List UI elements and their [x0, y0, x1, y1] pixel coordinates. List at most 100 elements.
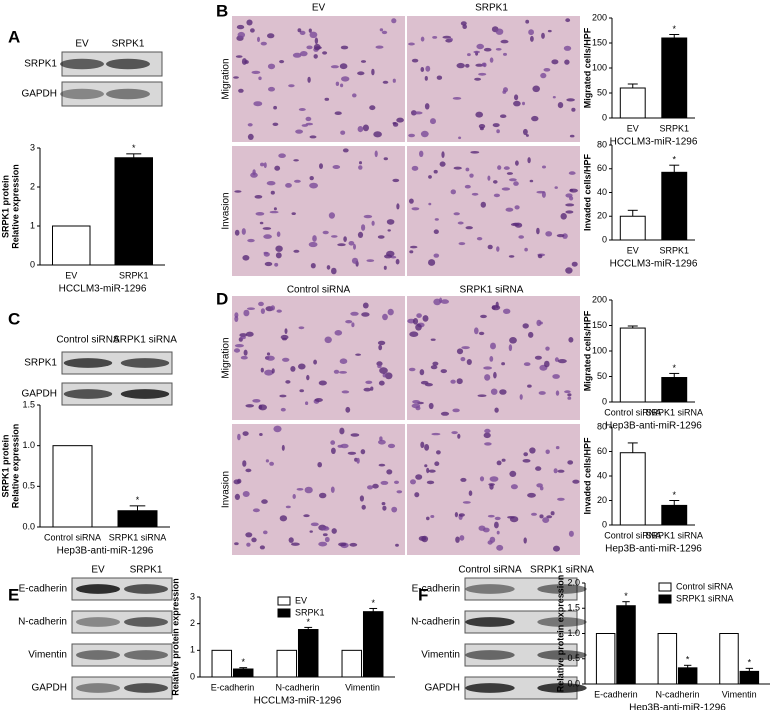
cell [347, 451, 357, 455]
cell [483, 432, 491, 439]
cell [361, 312, 370, 317]
cell [310, 263, 316, 269]
blot-band [124, 584, 168, 594]
cell [543, 68, 551, 72]
cell [264, 261, 273, 267]
x-tick-label: SRPK1 siRNA [109, 532, 167, 542]
cell [377, 235, 385, 239]
cell [288, 84, 295, 88]
x-tick-label: E-cadherin [594, 689, 638, 699]
cell [255, 212, 265, 216]
cell [242, 254, 250, 261]
cell [489, 57, 494, 63]
image-header: Control siRNA [287, 285, 351, 296]
cell [269, 461, 274, 466]
cell [378, 380, 385, 386]
cell [571, 107, 576, 112]
image-header: EV [312, 3, 326, 14]
cell [411, 58, 419, 63]
cell [260, 308, 265, 314]
cell [247, 133, 254, 140]
cell [534, 355, 542, 360]
cell [298, 108, 306, 111]
cell [345, 406, 351, 413]
cell [236, 24, 245, 30]
x-axis-label: Hep3B-anti-miR-1296 [57, 546, 154, 557]
cell [567, 460, 574, 465]
cell [565, 18, 571, 23]
cell [386, 250, 395, 257]
blot-label: GAPDH [21, 389, 57, 400]
cell [237, 433, 241, 441]
cell [424, 103, 430, 110]
cell [363, 214, 373, 219]
cell [474, 327, 479, 335]
x-tick-label: SRPK1 [659, 245, 689, 255]
y-tick-label: 0 [602, 396, 607, 406]
cell [456, 348, 464, 355]
cell [505, 207, 514, 212]
cell [254, 195, 263, 199]
cell [412, 400, 420, 404]
cell [252, 399, 261, 403]
cell [426, 467, 430, 474]
cell [279, 394, 287, 398]
cell [258, 301, 264, 307]
cell [450, 189, 456, 195]
cell [497, 165, 502, 170]
cell [522, 459, 531, 463]
y-tick-label: 3 [190, 591, 195, 601]
cell [363, 387, 372, 392]
cell [234, 493, 240, 500]
cell [304, 486, 313, 494]
bar [619, 215, 646, 241]
y-tick-label: 40 [597, 187, 607, 197]
cell [461, 346, 470, 350]
cell [523, 128, 528, 136]
cell [489, 476, 499, 482]
cell [483, 47, 492, 52]
cell [529, 179, 534, 183]
cell [390, 255, 397, 259]
x-axis-label: Hep3B-anti-miR-1296 [605, 544, 702, 555]
y-tick-label: 0 [190, 671, 195, 681]
cell [426, 516, 430, 521]
significance: * [672, 490, 676, 500]
cell [424, 76, 428, 81]
cell [419, 150, 424, 157]
cell [442, 35, 452, 39]
cell [487, 244, 493, 250]
y-tick-label: 0 [602, 112, 607, 122]
cell [478, 331, 485, 336]
cell [568, 337, 574, 343]
bar [211, 649, 233, 678]
cell [420, 380, 429, 385]
cell [408, 133, 415, 138]
cell [557, 359, 567, 364]
cell [477, 394, 487, 398]
micrograph [232, 424, 405, 555]
cell [572, 479, 580, 484]
cell [267, 63, 276, 70]
y-tick-label: 100 [592, 345, 607, 355]
cell [493, 193, 500, 198]
cell [413, 111, 423, 115]
cell [501, 187, 511, 191]
cell [566, 98, 575, 102]
y-tick-label: 20 [597, 495, 607, 505]
y-tick-label: 100 [592, 62, 607, 72]
cell [340, 45, 349, 50]
cell [366, 259, 375, 262]
cell [258, 76, 262, 81]
cell [391, 18, 397, 24]
cell [356, 457, 360, 464]
cell [459, 535, 465, 541]
cell [568, 530, 574, 537]
cell [408, 367, 416, 372]
cell [322, 533, 328, 537]
y-tick-label: 1.5 [567, 603, 580, 613]
image-row-label: Migration [221, 337, 232, 378]
cell [478, 72, 487, 76]
cell [552, 374, 560, 379]
cell [317, 462, 323, 468]
